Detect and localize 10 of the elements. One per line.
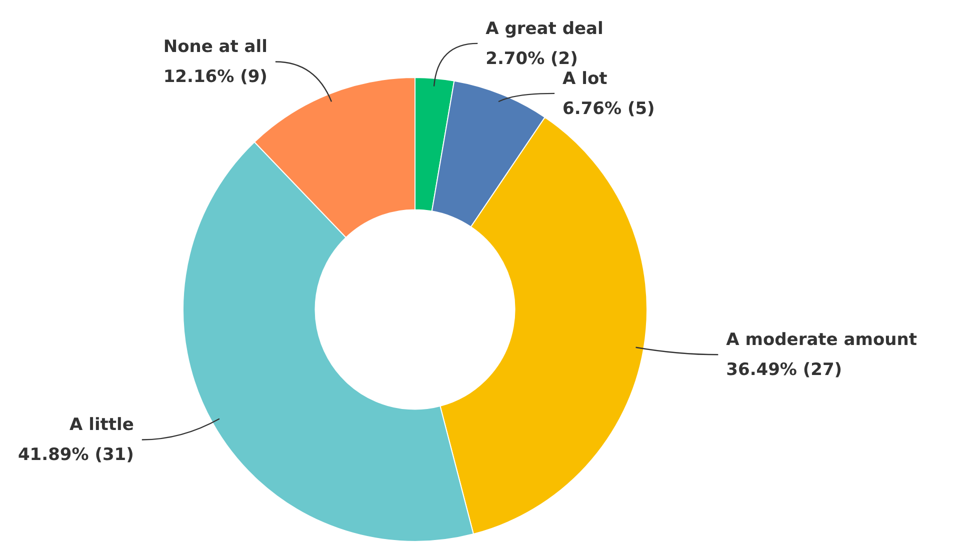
slice-label: None at all [163,37,268,58]
slice-label: A little [70,415,134,436]
slice-label: A great deal [486,18,604,39]
slice-label: A lot [562,68,608,89]
data-label: 41.89% (31) [18,445,134,466]
data-label: 6.76% (5) [562,98,655,119]
data-label: 12.16% (9) [163,67,268,88]
slice-label: A moderate amount [726,330,917,350]
data-label: 36.49% (27) [726,360,842,380]
data-label: 2.70% (2) [486,48,578,69]
